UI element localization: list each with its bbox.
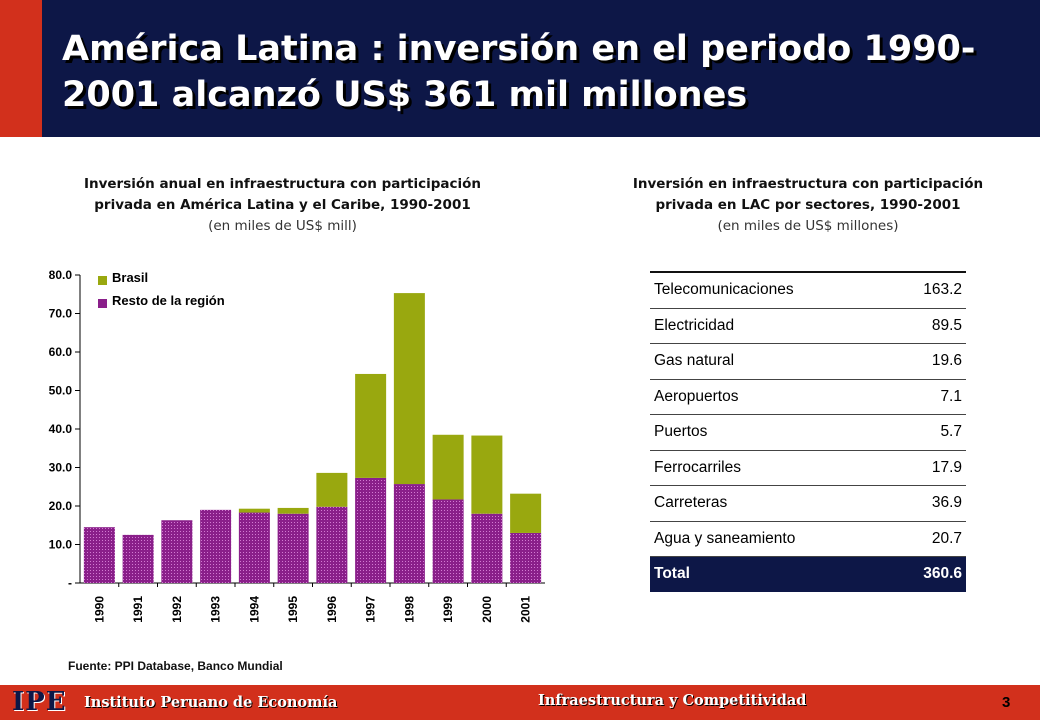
sector-label: Aeropuertos xyxy=(650,379,891,415)
bar-segment-brasil xyxy=(277,507,309,514)
sector-table: Telecomunicaciones 163.2 Electricidad 89.5 G… xyxy=(650,271,966,592)
y-tick-label: 30.0 xyxy=(49,461,73,475)
legend-label-resto: Resto de la región xyxy=(112,293,225,308)
y-tick-label: 70.0 xyxy=(49,307,73,321)
sector-label: Electricidad xyxy=(650,308,891,344)
y-tick-label: - xyxy=(68,576,72,590)
bar-segment-resto xyxy=(471,513,503,583)
bar-segment-resto xyxy=(277,513,309,583)
table-total-row: Total 360.6 xyxy=(650,556,966,592)
page-number: 3 xyxy=(1002,694,1011,711)
bar-segment-resto xyxy=(238,512,270,583)
x-tick-label: 1994 xyxy=(247,596,261,623)
sector-value: 5.7 xyxy=(890,414,966,451)
table-row: Carreteras 36.9 xyxy=(650,485,966,522)
table-title-text: Inversión en infraestructura con partici… xyxy=(632,176,984,213)
table-row: Telecomunicaciones 163.2 xyxy=(650,271,966,309)
legend-swatch-resto xyxy=(98,299,107,308)
bar-segment-brasil xyxy=(510,493,542,533)
sector-value: 20.7 xyxy=(890,521,966,557)
sector-label: Ferrocarriles xyxy=(650,450,891,486)
footer-topic: Infraestructura y Competitividad xyxy=(538,692,807,709)
chart-title: Inversión anual en infraestructura con p… xyxy=(70,174,495,237)
table-unit-text: (en miles de US$ millones) xyxy=(717,218,899,234)
sector-value: 19.6 xyxy=(890,343,966,380)
x-tick-label: 1991 xyxy=(131,596,145,623)
x-tick-label: 1992 xyxy=(170,596,184,623)
bar-segment-resto xyxy=(432,499,464,583)
sector-label: Gas natural xyxy=(650,343,891,380)
sector-label: Telecomunicaciones xyxy=(650,271,891,309)
y-tick-label: 50.0 xyxy=(49,384,73,398)
bar-segment-resto xyxy=(393,484,425,583)
table-row: Agua y saneamiento 20.7 xyxy=(650,521,966,557)
bar-segment-resto xyxy=(316,506,348,583)
sector-value: 360.6 xyxy=(890,556,966,592)
sector-value: 163.2 xyxy=(890,271,966,309)
bar-segment-resto xyxy=(122,534,154,583)
page-title: América Latina : inversión en el periodo… xyxy=(62,29,976,115)
bar-segment-resto xyxy=(200,509,232,583)
bar-segment-brasil xyxy=(316,472,348,507)
table-row: Electricidad 89.5 xyxy=(650,308,966,344)
sector-value: 7.1 xyxy=(890,379,966,415)
sector-label: Agua y saneamiento xyxy=(650,521,891,557)
table-title: Inversión en infraestructura con partici… xyxy=(632,174,984,237)
x-tick-label: 2001 xyxy=(519,596,533,623)
bar-segment-resto xyxy=(355,477,387,583)
table-row: Aeropuertos 7.1 xyxy=(650,379,966,415)
bar-segment-resto xyxy=(510,532,542,583)
table-row: Ferrocarriles 17.9 xyxy=(650,450,966,486)
bar-segment-brasil xyxy=(432,434,464,500)
header-accent-stripe xyxy=(0,0,42,137)
x-tick-label: 1995 xyxy=(286,596,300,623)
header-bar: América Latina : inversión en el periodo… xyxy=(0,0,1040,137)
y-tick-label: 80.0 xyxy=(49,268,73,282)
x-tick-label: 2000 xyxy=(480,596,494,623)
y-tick-label: 40.0 xyxy=(49,422,73,436)
sector-label: Total xyxy=(650,556,891,592)
bar-segment-brasil xyxy=(238,508,270,513)
bar-segment-brasil xyxy=(355,373,387,478)
x-tick-label: 1998 xyxy=(402,596,416,623)
sector-label: Puertos xyxy=(650,414,891,451)
legend-label-brasil: Brasil xyxy=(112,270,149,285)
legend-swatch-brasil xyxy=(98,276,107,285)
x-tick-label: 1993 xyxy=(209,596,223,623)
x-tick-label: 1996 xyxy=(325,596,339,623)
y-tick-label: 60.0 xyxy=(49,345,73,359)
sector-value: 17.9 xyxy=(890,450,966,486)
footer-bar: IPE Instituto Peruano de Economía Infrae… xyxy=(0,685,1040,720)
bar-segment-resto xyxy=(83,527,115,583)
sector-label: Carreteras xyxy=(650,485,891,522)
x-tick-label: 1999 xyxy=(441,596,455,623)
bar-segment-brasil xyxy=(393,293,425,485)
footer-organization: Instituto Peruano de Economía xyxy=(84,694,338,711)
chart-unit-text: (en miles de US$ mill) xyxy=(208,218,357,234)
table-row: Puertos 5.7 xyxy=(650,414,966,451)
source-note: Fuente: PPI Database, Banco Mundial xyxy=(68,659,283,673)
bar-segment-brasil xyxy=(471,435,503,514)
bar-segment-resto xyxy=(161,520,193,583)
y-tick-label: 10.0 xyxy=(49,538,73,552)
sector-value: 36.9 xyxy=(890,485,966,522)
y-tick-label: 20.0 xyxy=(49,499,73,513)
ipe-logo: IPE xyxy=(12,687,67,717)
table-row: Gas natural 19.6 xyxy=(650,343,966,380)
x-tick-label: 1990 xyxy=(92,596,106,623)
chart-title-text: Inversión anual en infraestructura con p… xyxy=(83,176,482,213)
x-tick-label: 1997 xyxy=(364,596,378,623)
sector-value: 89.5 xyxy=(890,308,966,344)
stacked-bar-chart: - 10.0 20.0 30.0 40.0 50.0 60.0 70.0 80.0 1990 199… xyxy=(49,268,545,623)
